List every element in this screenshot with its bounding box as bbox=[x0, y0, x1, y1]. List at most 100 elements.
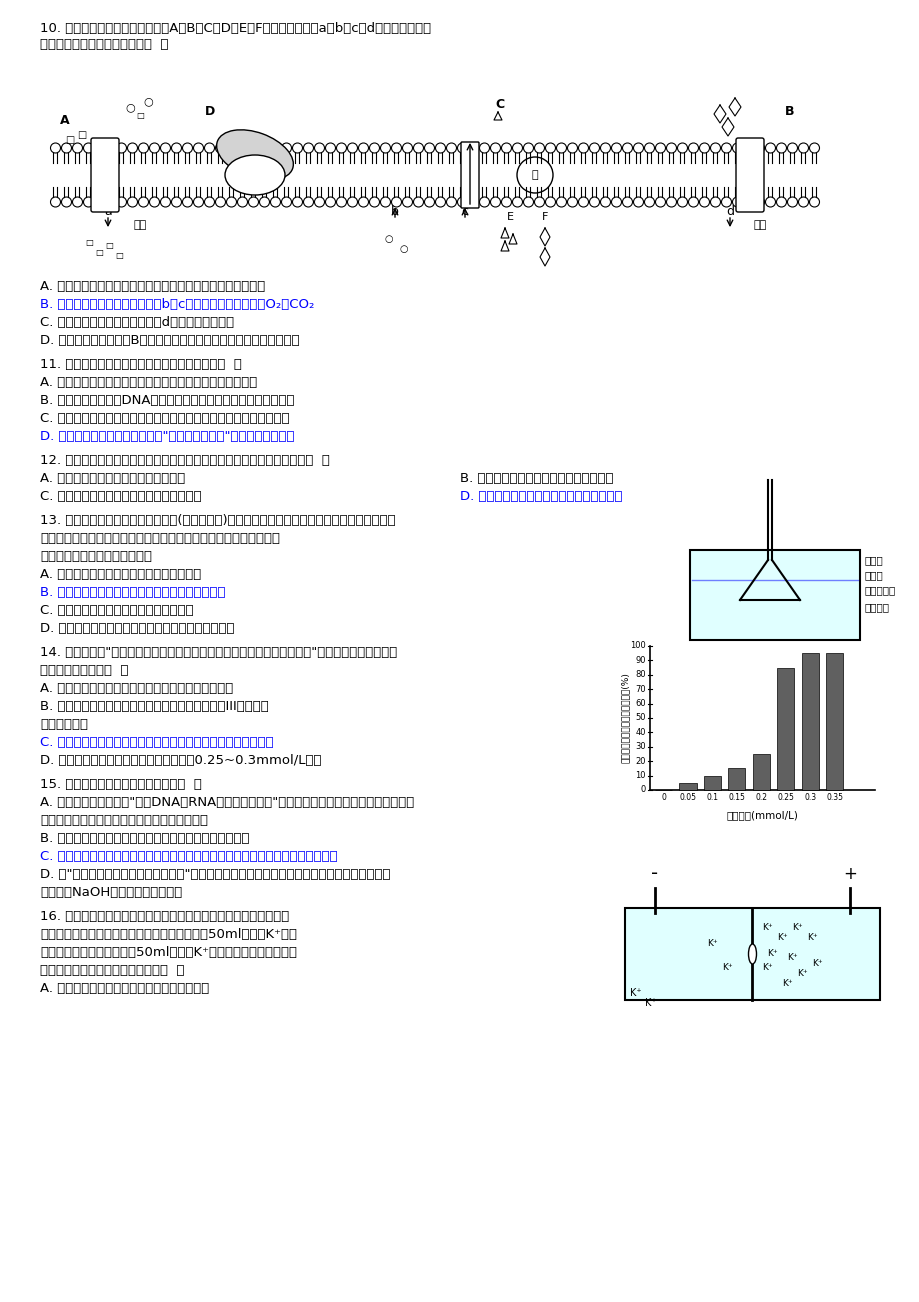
Text: +: + bbox=[842, 865, 856, 883]
Text: B. 沃森和克里克研究DNA分子结构时，运用了建构物理模型的方法: B. 沃森和克里克研究DNA分子结构时，运用了建构物理模型的方法 bbox=[40, 395, 294, 408]
Text: D. 加酶后可以在烧杯中检测出葡萄糖、果糖和蔗糖酶: D. 加酶后可以在烧杯中检测出葡萄糖、果糖和蔗糖酶 bbox=[40, 622, 234, 635]
Ellipse shape bbox=[748, 944, 755, 963]
Text: K⁺: K⁺ bbox=[761, 963, 772, 973]
Text: 50: 50 bbox=[635, 713, 645, 723]
Text: 15. 下列关于实验的叙述中正确的是（  ）: 15. 下列关于实验的叙述中正确的是（ ） bbox=[40, 779, 201, 792]
Text: 蒸馏水: 蒸馏水 bbox=[864, 555, 883, 565]
Ellipse shape bbox=[216, 130, 293, 180]
Text: K⁺: K⁺ bbox=[781, 979, 792, 987]
Text: C. 显微镜下观察正在发生质壁分离的紫色洋葱表皮细胞，可见液泡的颜色逐渐加深: C. 显微镜下观察正在发生质壁分离的紫色洋葱表皮细胞，可见液泡的颜色逐渐加深 bbox=[40, 850, 337, 863]
Text: 蔗糖酶溶液: 蔗糖酶溶液 bbox=[864, 585, 895, 595]
Text: 能量: 能量 bbox=[753, 220, 766, 230]
Text: 猪膀胱膜: 猪膀胱膜 bbox=[864, 602, 889, 612]
Text: B: B bbox=[785, 105, 794, 118]
Text: 10. 如图表示某生物膜结构，图中A、B、C、D、E、F表示某些物质，a、b、c、d表示物质跨膜的: 10. 如图表示某生物膜结构，图中A、B、C、D、E、F表示某些物质，a、b、c… bbox=[40, 22, 431, 35]
Text: 16. 用带有一个小孔的隔板把水槽分成相等的左右两室，把磷脂分子: 16. 用带有一个小孔的隔板把水槽分成相等的左右两室，把磷脂分子 bbox=[40, 910, 289, 923]
Text: 液并插入负电极，右室加入50ml含大量K⁺的溶液并插入正电极（如: 液并插入负电极，右室加入50ml含大量K⁺的溶液并插入正电极（如 bbox=[40, 947, 297, 960]
Text: 0.1: 0.1 bbox=[706, 793, 718, 802]
Text: 初始状态含有液泡的细胞百分比(%): 初始状态含有液泡的细胞百分比(%) bbox=[619, 673, 629, 763]
Text: 70: 70 bbox=[635, 685, 645, 694]
Text: A. 用人口腔上皮细胞做"观察DNA和RNA在细胞中的分布"实验时，需先对细胞进行盐酸水解，然: A. 用人口腔上皮细胞做"观察DNA和RNA在细胞中的分布"实验时，需先对细胞进… bbox=[40, 796, 414, 809]
Text: 0.15: 0.15 bbox=[728, 793, 744, 802]
Text: 透过。倒置的长颈漏斗中先装入蔗糖溶液，一定时间后再加入蔗糖酶: 透过。倒置的长颈漏斗中先装入蔗糖溶液，一定时间后再加入蔗糖酶 bbox=[40, 533, 279, 546]
Text: □: □ bbox=[95, 247, 103, 256]
Text: 0.35: 0.35 bbox=[825, 793, 842, 802]
FancyBboxPatch shape bbox=[735, 138, 763, 212]
Text: 蔗糖和: 蔗糖和 bbox=[864, 570, 883, 579]
Bar bbox=[752, 754, 769, 790]
Text: K⁺: K⁺ bbox=[721, 963, 732, 973]
Text: K⁺: K⁺ bbox=[791, 923, 802, 932]
Text: a: a bbox=[104, 204, 112, 217]
Text: 能量: 能量 bbox=[133, 220, 146, 230]
Ellipse shape bbox=[225, 155, 285, 195]
FancyBboxPatch shape bbox=[91, 138, 119, 212]
Text: A. 隔板小孔处的薄膜通常由一层磷脂分子构成: A. 隔板小孔处的薄膜通常由一层磷脂分子构成 bbox=[40, 982, 209, 995]
Text: c: c bbox=[461, 204, 468, 217]
Text: D. 在"探究细胞大小与物质运输的关系"实验中，计算紫红色区域的体积与整个琼脂块的体积之比: D. 在"探究细胞大小与物质运输的关系"实验中，计算紫红色区域的体积与整个琼脂块… bbox=[40, 868, 390, 881]
Text: 相关叙述正确的是（  ）: 相关叙述正确的是（ ） bbox=[40, 664, 129, 677]
Text: □: □ bbox=[85, 238, 93, 247]
Text: □: □ bbox=[115, 251, 123, 260]
Text: -: - bbox=[651, 865, 658, 883]
Text: 12. 细胞膜在细胞的生命活动中具有重要作用．下列相关叙述不正确的是（  ）: 12. 细胞膜在细胞的生命活动中具有重要作用．下列相关叙述不正确的是（ ） bbox=[40, 454, 330, 467]
Text: 0.05: 0.05 bbox=[679, 793, 696, 802]
Text: □: □ bbox=[136, 111, 143, 120]
Text: 30: 30 bbox=[635, 742, 645, 751]
Text: 0.3: 0.3 bbox=[803, 793, 815, 802]
Text: 0.25: 0.25 bbox=[777, 793, 793, 802]
Text: C: C bbox=[495, 98, 504, 111]
Text: A. 实验的主要原理是活的植物细胞能够发生渗透作用: A. 实验的主要原理是活的植物细胞能够发生渗透作用 bbox=[40, 682, 233, 695]
Text: □: □ bbox=[77, 130, 86, 141]
Bar bbox=[800, 654, 818, 790]
FancyBboxPatch shape bbox=[460, 142, 479, 208]
Text: A. 在电镜下观察该结构，会出现清晰的亮－暗－亮的三层结构: A. 在电镜下观察该结构，会出现清晰的亮－暗－亮的三层结构 bbox=[40, 280, 265, 293]
Text: D. 萨顿借助类比推理得出的结论"基因在染色体上"肯定是科学正确的: D. 萨顿借助类比推理得出的结论"基因在染色体上"肯定是科学正确的 bbox=[40, 430, 294, 443]
Text: 后用甲基绿、吡罗红染色剂分别给涂片进行染色: 后用甲基绿、吡罗红染色剂分别给涂片进行染色 bbox=[40, 814, 208, 827]
Bar bbox=[624, 907, 879, 1000]
Text: F: F bbox=[541, 212, 548, 223]
Bar bbox=[777, 668, 793, 790]
Text: 0: 0 bbox=[640, 785, 645, 794]
Text: K⁺: K⁺ bbox=[797, 969, 807, 978]
Text: K⁺: K⁺ bbox=[707, 939, 717, 948]
Text: B. 选用洋葱根尖伸长区细胞较易观察到细胞有丝分裂图像: B. 选用洋葱根尖伸长区细胞较易观察到细胞有丝分裂图像 bbox=[40, 832, 249, 845]
Text: 运输方式．有关说法正确的是（  ）: 运输方式．有关说法正确的是（ ） bbox=[40, 38, 168, 51]
Text: ○: ○ bbox=[125, 102, 135, 112]
Text: B. 实验中需要使用显微镜、载玻片等仪器以及苏丹III、重铬酸: B. 实验中需要使用显微镜、载玻片等仪器以及苏丹III、重铬酸 bbox=[40, 700, 268, 713]
Text: ○: ○ bbox=[143, 96, 153, 105]
Text: 14. 某同学探究"不同浓度蔗糖溶液对紫色洋葱鳞片叶表皮细胞形态的影响"，得到如图所示结果。: 14. 某同学探究"不同浓度蔗糖溶液对紫色洋葱鳞片叶表皮细胞形态的影响"，得到如… bbox=[40, 646, 397, 659]
Text: K⁺: K⁺ bbox=[761, 923, 772, 932]
Text: 90: 90 bbox=[635, 656, 645, 665]
Text: C. 加酶前后，在烧杯中都可以检测出蔗糖: C. 加酶前后，在烧杯中都可以检测出蔗糖 bbox=[40, 604, 193, 617]
Text: 酶: 酶 bbox=[531, 171, 538, 180]
Text: 40: 40 bbox=[635, 728, 645, 737]
Bar bbox=[679, 783, 696, 790]
Text: K⁺: K⁺ bbox=[787, 953, 797, 962]
Text: K⁺: K⁺ bbox=[630, 988, 641, 999]
Text: C. 若该结构是突触前膜，可通过d方式释放神经递质: C. 若该结构是突触前膜，可通过d方式释放神经递质 bbox=[40, 316, 233, 329]
Text: b: b bbox=[391, 204, 399, 217]
Text: 图所示）。下列相关分析正确的是（  ）: 图所示）。下列相关分析正确的是（ ） bbox=[40, 963, 185, 976]
Text: 钾溶液等药品: 钾溶液等药品 bbox=[40, 717, 88, 730]
Bar bbox=[825, 654, 843, 790]
Text: ○: ○ bbox=[400, 243, 408, 254]
Bar bbox=[689, 549, 859, 641]
Text: □: □ bbox=[105, 241, 113, 250]
Text: 20: 20 bbox=[635, 756, 645, 766]
Text: K⁺: K⁺ bbox=[644, 999, 656, 1008]
Text: 11. 下列关于科学实验及方法的叙述不正确的是（  ）: 11. 下列关于科学实验及方法的叙述不正确的是（ ） bbox=[40, 358, 242, 371]
Text: B. 漏斗中液面先上升，加酶后继续上升，然后下降: B. 漏斗中液面先上升，加酶后继续上升，然后下降 bbox=[40, 586, 225, 599]
Text: 13. 某同学设计渗透装置如下图所示(开始时状态)，烧杯中盛放有蒸馏水，图中猪膀胱膜允许单糖: 13. 某同学设计渗透装置如下图所示(开始时状态)，烧杯中盛放有蒸馏水，图中猪膀… bbox=[40, 514, 395, 527]
Text: 60: 60 bbox=[635, 699, 645, 708]
Text: A: A bbox=[60, 113, 70, 126]
Text: 引入隔板小孔使之成为一层薄膜。水槽左室加入50ml含少量K⁺的溶: 引入隔板小孔使之成为一层薄膜。水槽左室加入50ml含少量K⁺的溶 bbox=[40, 928, 297, 941]
Text: d: d bbox=[725, 204, 733, 217]
Text: D. 动物细胞吸水膨胀时B组成的结构厚度变小，说明其具有选择透过性: D. 动物细胞吸水膨胀时B组成的结构厚度变小，说明其具有选择透过性 bbox=[40, 335, 300, 348]
Text: B. 细胞膜对膜两侧物质的进出具有选择性: B. 细胞膜对膜两侧物质的进出具有选择性 bbox=[460, 473, 613, 486]
Text: 蔗糖浓度(mmol/L): 蔗糖浓度(mmol/L) bbox=[726, 810, 798, 820]
Text: K⁺: K⁺ bbox=[811, 958, 822, 967]
Text: 100: 100 bbox=[630, 642, 645, 651]
Text: ○: ○ bbox=[384, 234, 393, 243]
Text: K⁺: K⁺ bbox=[777, 934, 787, 943]
